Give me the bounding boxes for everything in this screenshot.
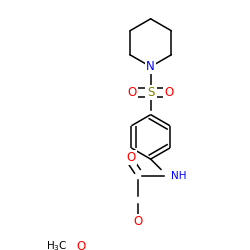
Text: O: O — [76, 240, 86, 250]
Text: N: N — [146, 60, 155, 73]
Text: S: S — [147, 86, 154, 99]
Text: O: O — [127, 86, 136, 99]
Text: O: O — [126, 151, 136, 164]
Text: O: O — [165, 86, 174, 99]
Text: NH: NH — [171, 171, 187, 181]
Text: O: O — [133, 215, 142, 228]
Text: H$_3$C: H$_3$C — [46, 240, 68, 250]
